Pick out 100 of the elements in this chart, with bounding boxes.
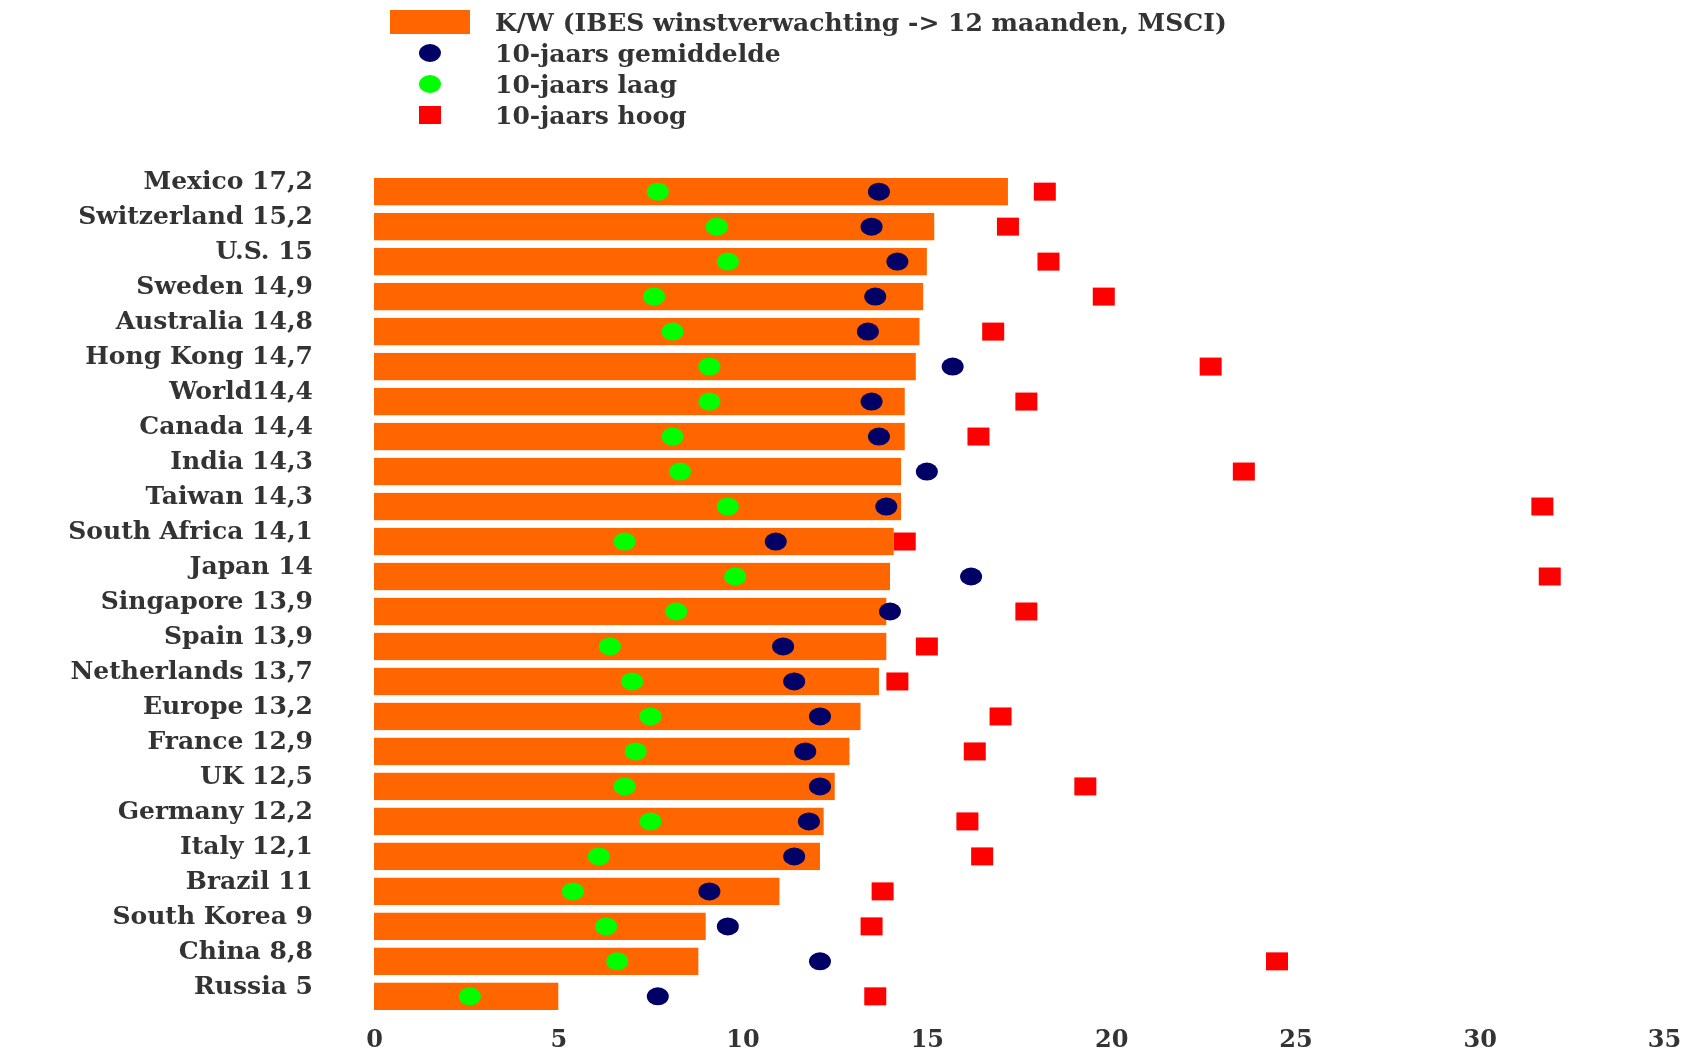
y-tick-label: Hong Kong 14,7 xyxy=(85,341,313,371)
x-tick-label: 35 xyxy=(1647,1024,1682,1051)
point xyxy=(886,672,909,691)
point xyxy=(698,392,721,411)
y-tick-label: Canada 14,4 xyxy=(139,411,313,441)
y-tick-label: Spain 13,9 xyxy=(164,620,313,650)
point xyxy=(1037,252,1060,271)
point xyxy=(960,567,983,586)
y-tick-label: U.S. 15 xyxy=(215,236,313,266)
y-tick-label: China 8,8 xyxy=(178,935,313,965)
point xyxy=(661,322,684,341)
y-tick-label: South Africa 14,1 xyxy=(68,516,313,546)
y-tick-label: France 12,9 xyxy=(147,725,313,755)
point xyxy=(808,707,831,726)
point xyxy=(879,602,901,621)
y-tick-label: Taiwan 14,3 xyxy=(145,481,313,511)
point xyxy=(705,217,728,236)
point xyxy=(915,637,938,656)
point xyxy=(860,917,883,936)
x-tick-label: 5 xyxy=(550,1024,568,1051)
point xyxy=(598,637,621,656)
y-tick-label: Japan 14 xyxy=(187,551,313,581)
bar xyxy=(374,597,887,626)
bar xyxy=(374,492,902,521)
legend-label: 10-jaars laag xyxy=(495,69,677,99)
point xyxy=(856,322,879,341)
point xyxy=(967,427,990,446)
bar xyxy=(374,352,916,381)
point xyxy=(668,462,691,481)
point xyxy=(1538,567,1561,586)
bar xyxy=(374,387,905,416)
point xyxy=(783,672,806,691)
legend-label: 10-jaars gemiddelde xyxy=(495,38,781,68)
bar xyxy=(374,947,699,976)
point xyxy=(613,777,636,796)
point xyxy=(860,217,883,236)
point xyxy=(716,917,739,936)
point xyxy=(606,952,629,971)
legend-label: K/W (IBES winstverwachting -> 12 maanden, MSCI) xyxy=(495,7,1227,37)
bar xyxy=(374,457,902,486)
y-tick-label: India 14,3 xyxy=(170,446,313,476)
point xyxy=(595,917,618,936)
legend-label: 10-jaars hoog xyxy=(495,100,687,130)
y-tick-label: Mexico 17,2 xyxy=(143,166,313,196)
point xyxy=(698,357,721,376)
point xyxy=(639,707,662,726)
bar xyxy=(374,212,935,241)
bar xyxy=(374,912,706,941)
point xyxy=(963,742,986,761)
point xyxy=(639,812,662,831)
point xyxy=(1074,777,1097,796)
point xyxy=(808,952,831,971)
x-tick-label: 15 xyxy=(910,1024,945,1051)
y-tick-label: Russia 5 xyxy=(194,970,313,1000)
bar xyxy=(374,422,905,451)
point xyxy=(783,847,806,866)
x-tick-label: 25 xyxy=(1279,1024,1313,1051)
y-tick-label: South Korea 9 xyxy=(112,900,313,930)
point xyxy=(587,847,610,866)
point xyxy=(864,287,887,306)
y-tick-label: Brazil 11 xyxy=(185,865,313,895)
point xyxy=(562,882,585,901)
bar xyxy=(374,527,894,556)
point xyxy=(982,322,1005,341)
point xyxy=(867,427,890,446)
point xyxy=(1015,392,1038,411)
point xyxy=(458,987,481,1006)
point xyxy=(875,497,898,516)
y-tick-label: Sweden 14,9 xyxy=(136,271,313,301)
bar xyxy=(374,282,924,311)
bar xyxy=(374,877,780,906)
point xyxy=(893,532,916,551)
point xyxy=(624,742,647,761)
point xyxy=(864,987,887,1006)
bar xyxy=(374,178,1008,206)
y-tick-label: Singapore 13,9 xyxy=(100,585,313,615)
point xyxy=(867,182,890,201)
point xyxy=(871,882,894,901)
point xyxy=(1266,952,1288,971)
point xyxy=(797,812,820,831)
point xyxy=(1199,357,1222,376)
y-tick-label: Italy 12,1 xyxy=(179,830,313,860)
point xyxy=(1033,182,1056,201)
y-tick-label: UK 12,5 xyxy=(199,760,313,790)
bar xyxy=(374,772,835,801)
point xyxy=(661,427,684,446)
point xyxy=(646,182,669,201)
point xyxy=(794,742,817,761)
point xyxy=(724,567,747,586)
point xyxy=(764,532,787,551)
point xyxy=(1092,287,1115,306)
bar xyxy=(374,842,820,871)
y-tick-label: Netherlands 13,7 xyxy=(70,655,313,685)
point xyxy=(996,217,1019,236)
point xyxy=(971,847,994,866)
bar xyxy=(374,737,850,766)
bar xyxy=(374,632,887,661)
point xyxy=(915,462,938,481)
point xyxy=(989,707,1012,726)
x-tick-label: 20 xyxy=(1094,1024,1129,1051)
